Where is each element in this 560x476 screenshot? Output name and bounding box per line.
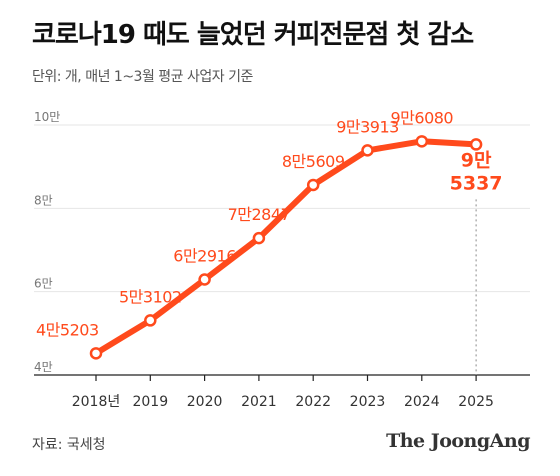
data-point — [415, 135, 429, 148]
data-label: 9만3913 — [336, 117, 399, 136]
x-axis: 2018년 2019 2020 2021 2022 2023 2024 2025 — [72, 375, 494, 410]
y-tick-label: 8만 — [34, 193, 53, 207]
x-tick-label: 2022 — [295, 394, 331, 410]
y-axis: 4만 6만 8만 10만 — [34, 110, 60, 374]
series-line — [93, 138, 480, 357]
data-point — [89, 347, 103, 360]
data-label: 5만3102 — [119, 287, 182, 306]
data-label: 9만 5337 — [450, 149, 503, 194]
source-note: 자료: 국세청 — [32, 437, 106, 453]
data-label: 8만5609 — [282, 152, 345, 171]
data-labels: 4만5203 5만3102 6만2916 7만2847 8만5609 9만39139만60… — [36, 108, 503, 339]
data-point — [361, 144, 374, 157]
y-tick-label: 10만 — [34, 110, 60, 124]
data-label: 7만2847 — [228, 205, 291, 224]
x-tick-label: 2023 — [350, 394, 386, 410]
brand-logo: The JoongAng — [386, 430, 530, 452]
chart-subtitle: 단위: 개, 매년 1~3월 평균 사업자 기준 — [32, 69, 253, 85]
x-tick-label: 2021 — [241, 394, 277, 410]
x-tick-label: 2020 — [187, 394, 223, 410]
data-label: 9만6080 — [390, 108, 453, 127]
x-tick-label: 2018년 — [72, 394, 121, 410]
y-tick-label: 6만 — [34, 277, 53, 291]
data-point — [252, 231, 266, 245]
grid-lines — [34, 124, 530, 293]
data-point — [469, 138, 483, 151]
x-tick-label: 2025 — [458, 394, 494, 410]
data-point — [144, 314, 157, 327]
data-label: 6만2916 — [173, 247, 236, 266]
x-tick-label: 2019 — [132, 394, 168, 410]
y-tick-label: 4만 — [34, 360, 53, 374]
data-point — [306, 178, 320, 192]
x-tick-label: 2024 — [404, 394, 440, 410]
data-points — [89, 135, 483, 360]
data-label: 4만5203 — [36, 320, 99, 339]
chart-title: 코로나19 때도 늘었던 커피전문점 첫 감소 — [32, 20, 474, 50]
data-point — [198, 273, 211, 286]
